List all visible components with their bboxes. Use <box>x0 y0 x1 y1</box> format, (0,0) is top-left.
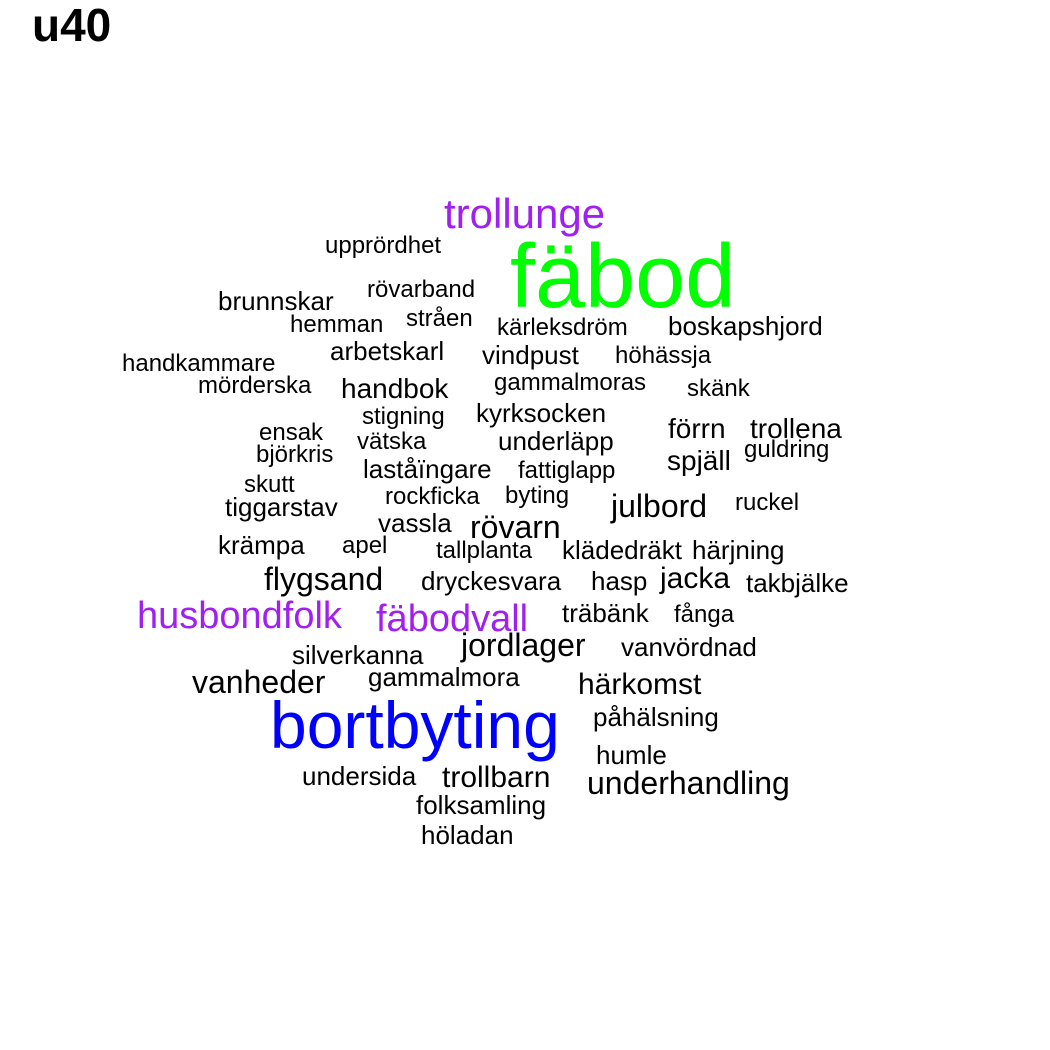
cloud-word: laståïngare <box>363 454 492 484</box>
cloud-word: hemman <box>290 311 384 338</box>
cloud-word: trollbarn <box>442 761 551 794</box>
cloud-word: apel <box>342 532 388 559</box>
cloud-word: kärleksdröm <box>497 314 628 341</box>
cloud-word: brunnskar <box>218 286 334 316</box>
cloud-word: vätska <box>357 428 427 455</box>
cloud-word: fäbodvall <box>376 598 529 640</box>
cloud-word: vindpust <box>482 340 579 370</box>
cloud-word: trollunge <box>444 190 606 237</box>
cloud-word: arbetskarl <box>330 336 445 366</box>
page-title: u40 <box>32 0 112 51</box>
cloud-word: höhässja <box>615 342 712 369</box>
cloud-word: jacka <box>660 562 731 595</box>
cloud-word: undersida <box>302 761 417 791</box>
cloud-word: tiggarstav <box>225 492 338 522</box>
cloud-word: fattiglapp <box>518 457 616 484</box>
cloud-word: rockficka <box>385 483 480 510</box>
cloud-word: härkomst <box>578 668 702 701</box>
cloud-word: påhälsning <box>593 702 719 732</box>
cloud-word: rövarband <box>367 276 476 303</box>
cloud-word: fäbod <box>510 227 736 327</box>
cloud-word: husbondfolk <box>137 595 342 637</box>
cloud-word: vanvördnad <box>621 632 757 662</box>
cloud-word: vanheder <box>192 664 326 700</box>
cloud-word: trollena <box>750 413 842 444</box>
cloud-word: björkris <box>256 441 334 468</box>
cloud-word: takbjälke <box>746 568 849 598</box>
cloud-word: krämpa <box>218 530 305 560</box>
cloud-word: silverkanna <box>292 640 424 670</box>
cloud-word: kyrksocken <box>476 398 607 428</box>
cloud-word: gammalmoras <box>494 369 647 396</box>
cloud-word: handbok <box>341 373 449 404</box>
cloud-word: höladan <box>421 820 514 850</box>
cloud-word: hasp <box>591 566 648 596</box>
cloud-word: härjning <box>692 535 785 565</box>
cloud-word: humle <box>596 740 667 770</box>
cloud-word: bortbyting <box>270 688 560 762</box>
cloud-word: skänk <box>687 375 750 402</box>
cloud-word: handkammare <box>122 350 276 377</box>
cloud-word: mörderska <box>198 372 312 399</box>
cloud-word: rövarn <box>470 509 561 545</box>
cloud-word: flygsand <box>264 561 384 597</box>
cloud-word: stigning <box>362 403 445 430</box>
cloud-word: underhandling <box>587 765 790 801</box>
cloud-word: guldring <box>744 436 830 463</box>
cloud-word: byting <box>505 482 570 509</box>
cloud-word: ruckel <box>735 489 800 516</box>
cloud-word: upprördhet <box>325 232 442 259</box>
cloud-word: vassla <box>378 508 452 538</box>
cloud-word: spjäll <box>667 445 731 476</box>
cloud-word: träbänk <box>562 598 649 628</box>
cloud-word: julbord <box>611 488 708 524</box>
cloud-word: skutt <box>244 471 295 498</box>
cloud-word: klädedräkt <box>562 535 682 565</box>
cloud-word: underläpp <box>498 426 614 456</box>
cloud-word: boskapshjord <box>668 311 823 341</box>
cloud-word: fånga <box>674 601 735 628</box>
cloud-word: folksamling <box>416 790 547 820</box>
cloud-word: förrn <box>668 413 726 444</box>
cloud-word: jordlager <box>461 627 586 663</box>
cloud-word: ensak <box>259 419 324 446</box>
cloud-word: gammalmora <box>368 662 520 692</box>
cloud-word: dryckesvara <box>421 566 562 596</box>
cloud-word: tallplanta <box>436 537 533 564</box>
cloud-word: stråen <box>406 305 473 332</box>
